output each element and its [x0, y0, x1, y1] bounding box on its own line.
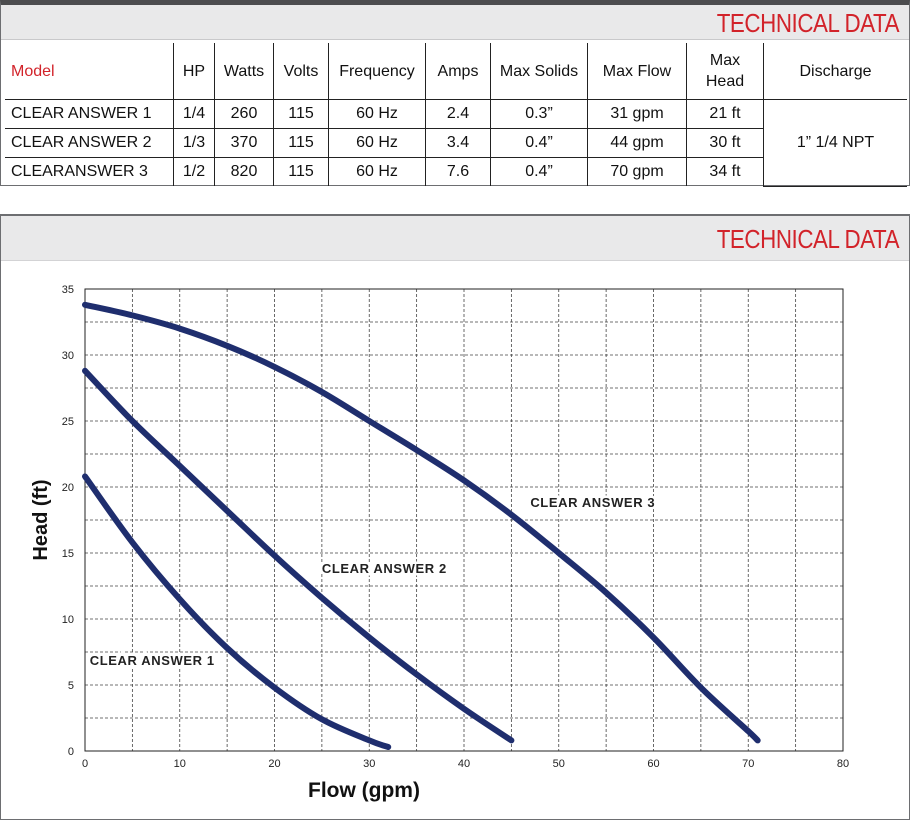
cell-volts: 115 — [273, 99, 329, 129]
x-tick-label: 70 — [742, 758, 754, 770]
cell-hp: 1/3 — [173, 128, 215, 158]
table-panel-title: TECHNICAL DATA — [716, 8, 900, 38]
x-tick-label: 10 — [174, 758, 186, 770]
x-tick-label: 50 — [553, 758, 565, 770]
cell-discharge: 1” 1/4 NPT — [763, 99, 907, 187]
table-row: CLEAR ANSWER 1 1/4 260 115 60 Hz 2.4 0.3… — [5, 99, 907, 187]
x-tick-label: 0 — [82, 758, 88, 770]
column-header-volts: Volts — [273, 43, 329, 100]
plot-frame — [84, 288, 844, 752]
x-tick-label: 60 — [647, 758, 659, 770]
y-tick-label: 30 — [62, 350, 74, 362]
curve-clear-answer-3 — [82, 301, 761, 744]
cell-max-flow: 70 gpm — [587, 157, 687, 186]
cell-volts: 115 — [273, 128, 329, 158]
series-label: CLEAR ANSWER 1 — [90, 653, 215, 668]
cell-max-head: 30 ft — [686, 128, 764, 158]
cell-model: CLEAR ANSWER 2 — [5, 128, 174, 158]
y-tick-label: 10 — [62, 614, 74, 626]
cell-watts: 820 — [214, 157, 274, 186]
cell-amps: 7.6 — [425, 157, 491, 186]
y-tick-label: 15 — [62, 548, 74, 560]
cell-max-flow: 31 gpm — [587, 99, 687, 129]
series-label: CLEAR ANSWER 2 — [322, 561, 447, 576]
cell-model: CLEARANSWER 3 — [5, 157, 174, 186]
column-header-model: Model — [5, 43, 174, 100]
pump-curve-chart: 0 10 20 30 40 50 60 70 80 0 5 10 15 20 25 30 35 Flow (gpm… — [30, 284, 849, 802]
technical-data-table: Model HP Watts Volts Frequency Amps Max … — [5, 43, 907, 187]
cell-volts: 115 — [273, 157, 329, 186]
column-header-amps: Amps — [425, 43, 491, 100]
table-panel-header: TECHNICAL DATA — [1, 5, 909, 40]
x-tick-label: 80 — [837, 758, 849, 770]
x-tick-label: 40 — [458, 758, 470, 770]
column-header-frequency: Frequency — [328, 43, 426, 100]
cell-watts: 260 — [214, 99, 274, 129]
cell-frequency: 60 Hz — [328, 128, 426, 158]
curve-clear-answer-2 — [82, 367, 515, 744]
column-header-max-flow: Max Flow — [587, 43, 687, 100]
column-header-hp: HP — [173, 43, 215, 100]
cell-max-head: 34 ft — [686, 157, 764, 186]
y-axis-title: Head (ft) — [30, 479, 52, 560]
cell-amps: 2.4 — [425, 99, 491, 129]
cell-max-solids: 0.4” — [490, 128, 588, 158]
curve-clear-answer-1 — [82, 473, 392, 750]
cell-max-solids: 0.4” — [490, 157, 588, 186]
cell-max-flow: 44 gpm — [587, 128, 687, 158]
technical-data-table-panel: TECHNICAL DATA Model HP Watts Volts Freq… — [0, 0, 910, 187]
table-row: CLEAR ANSWER 2 1/3 370 115 60 Hz 3.4 0.4… — [5, 128, 907, 158]
cell-frequency: 60 Hz — [328, 157, 426, 186]
chart-panel-title: TECHNICAL DATA — [716, 224, 900, 254]
cell-max-head: 21 ft — [686, 99, 764, 129]
series-label: CLEAR ANSWER 3 — [530, 495, 655, 510]
cell-hp: 1/4 — [173, 99, 215, 129]
y-tick-label: 5 — [68, 680, 74, 692]
y-tick-label: 0 — [68, 746, 74, 758]
cell-max-solids: 0.3” — [490, 99, 588, 129]
cell-hp: 1/2 — [173, 157, 215, 186]
technical-data-chart-panel: TECHNICAL DATA 0 10 20 30 40 50 60 70 80 0 5 10 15 20… — [0, 214, 910, 820]
max-head-header-text: Max Head — [705, 52, 745, 90]
column-header-discharge: Discharge — [763, 43, 907, 100]
chart-panel-header: TECHNICAL DATA — [1, 216, 909, 261]
column-header-max-solids: Max Solids — [490, 43, 588, 100]
column-header-max-head: Max Head — [686, 43, 764, 100]
cell-frequency: 60 Hz — [328, 99, 426, 129]
table-row: CLEARANSWER 3 1/2 820 115 60 Hz 7.6 0.4”… — [5, 157, 907, 186]
cell-model: CLEAR ANSWER 1 — [5, 99, 174, 129]
column-header-watts: Watts — [214, 43, 274, 100]
x-axis-title: Flow (gpm) — [308, 779, 420, 802]
table-header-row: Model HP Watts Volts Frequency Amps Max … — [5, 43, 907, 100]
y-tick-label: 25 — [62, 416, 74, 428]
x-tick-label: 30 — [363, 758, 375, 770]
x-tick-label: 20 — [268, 758, 280, 770]
cell-amps: 3.4 — [425, 128, 491, 158]
cell-watts: 370 — [214, 128, 274, 158]
y-tick-label: 35 — [62, 284, 74, 296]
y-tick-label: 20 — [62, 482, 74, 494]
